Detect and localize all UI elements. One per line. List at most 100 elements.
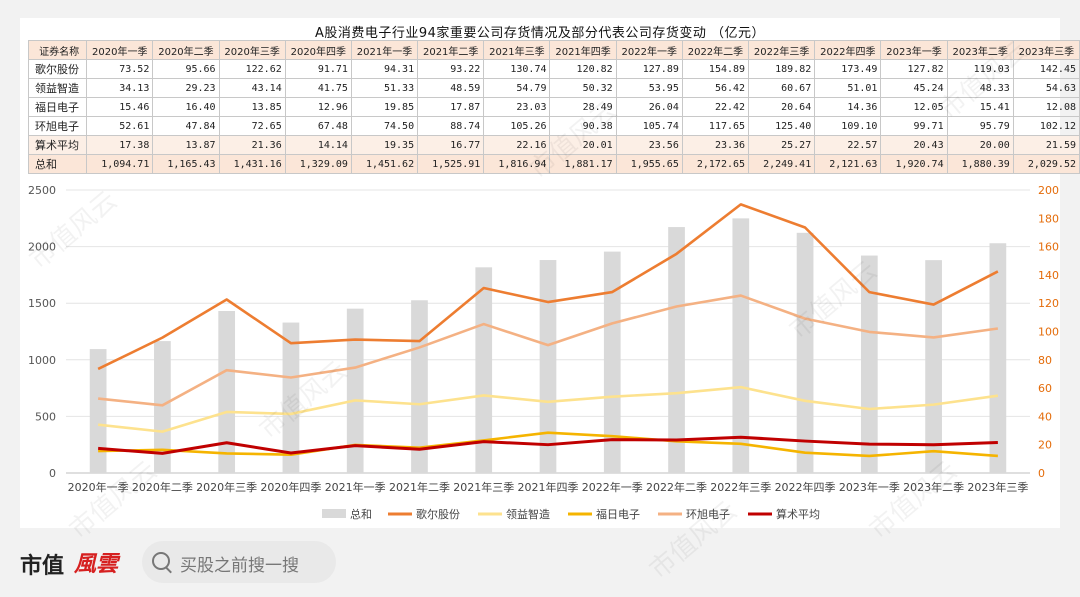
- table-row-label: 福日电子: [27, 97, 88, 117]
- table-header-cell: 2021年三季: [483, 40, 551, 60]
- table-cell: 1,880.39: [946, 154, 1014, 174]
- table-row-label: 歌尔股份: [27, 59, 88, 79]
- table-header-cell: 2022年四季: [814, 40, 882, 60]
- bar: [411, 300, 428, 473]
- table-cell: 23.36: [681, 135, 750, 155]
- bar: [218, 310, 236, 473]
- table-row-label: 领益智造: [27, 78, 88, 98]
- y-right-tick-label: 20: [1038, 439, 1052, 452]
- table-header-cell: 2020年四季: [284, 40, 352, 60]
- table-header-cell: 2022年三季: [748, 40, 816, 60]
- table-header-row: 证券名称 2020年一季 2020年二季 2020年三季 2020年四季 2021年一季 2…: [27, 40, 1080, 60]
- table-cell: 2,172.65: [681, 154, 750, 174]
- table-header-label: 证券名称: [27, 40, 88, 60]
- y-right-tick-label: 180: [1038, 212, 1059, 225]
- legend-swatch: [322, 509, 346, 518]
- x-tick-label: 2020年三季: [196, 480, 257, 494]
- series-line: [97, 203, 999, 371]
- x-tick-label: 2020年四季: [260, 480, 321, 494]
- table-cell: 20.01: [549, 135, 617, 155]
- series-line: [98, 431, 998, 458]
- bar: [475, 267, 493, 473]
- table-header-cell: 2020年二季: [152, 40, 220, 60]
- bar: [989, 243, 1007, 473]
- x-tick-label: 2021年一季: [325, 480, 386, 494]
- y-left-tick-label: 500: [35, 410, 56, 423]
- y-left-tick-label: 0: [49, 467, 56, 480]
- chart-title: A股消费电子行业94家重要公司存货情况及部分代表公司存货变动 （亿元）: [314, 26, 766, 41]
- search-icon[interactable]: [152, 552, 170, 570]
- table-row-label: 环旭电子: [27, 116, 88, 136]
- y-left-tick-label: 2500: [28, 184, 56, 197]
- table-row: 环旭电子 52.61 47.84 72.65 67.48 74.50 88.74 105.26…: [27, 116, 1080, 136]
- x-tick-label: 2023年一季: [839, 480, 900, 494]
- y-right-tick-label: 100: [1038, 326, 1059, 339]
- table-header-cell: 2020年三季: [218, 40, 286, 60]
- bar: [154, 341, 171, 473]
- x-tick-label: 2020年一季: [68, 480, 129, 494]
- table-row: 福日电子 15.46 16.40 13.85 12.96 19.85 17.87 23.03 2…: [27, 97, 1080, 117]
- table-cell: 19.35: [350, 135, 419, 155]
- y-right-tick-label: 0: [1038, 467, 1045, 480]
- table-row: 总和 1,094.71 1,165.43 1,431.16 1,329.09 1,451.…: [27, 154, 1080, 174]
- legend-label: 歌尔股份: [416, 507, 460, 521]
- y-right-tick-label: 160: [1038, 241, 1059, 254]
- table-cell: 1,816.94: [483, 154, 551, 174]
- table-cell: 1,881.17: [549, 154, 617, 174]
- table-row: 歌尔股份 73.52 95.66 122.62 91.71 94.31 93.22 130.7…: [27, 59, 1080, 79]
- y-right-tick-label: 80: [1038, 354, 1052, 367]
- x-tick-label: 2022年三季: [710, 480, 771, 494]
- table-cell: 1,094.71: [86, 154, 154, 174]
- bar: [89, 349, 107, 473]
- bar: [668, 227, 685, 473]
- bar: [282, 322, 300, 473]
- table-cell: 2,029.52: [1012, 154, 1080, 174]
- x-tick-label: 2022年一季: [582, 480, 643, 494]
- table-cell: 20.00: [946, 135, 1014, 155]
- series-line: [98, 435, 998, 455]
- x-tick-label: 2022年二季: [646, 480, 707, 494]
- x-tick-label: 2021年二季: [389, 480, 450, 494]
- y-right-tick-label: 200: [1038, 184, 1059, 197]
- table-cell: 13.87: [152, 135, 220, 155]
- legend-label: 福日电子: [596, 507, 640, 521]
- table-header-cell: 2022年二季: [681, 40, 750, 60]
- bar: [796, 232, 814, 473]
- legend-label: 环旭电子: [686, 507, 730, 521]
- x-tick-label: 2023年二季: [903, 480, 964, 494]
- search-placeholder[interactable]: 买股之前搜一搜: [180, 556, 299, 576]
- y-right-tick-label: 120: [1038, 297, 1059, 310]
- bar: [925, 260, 942, 473]
- table-row-label: 总和: [27, 154, 88, 174]
- combo-chart: 0 500 1000 1500 2000 2500 0 20 40 60 80 100 120 140 16…: [28, 184, 1059, 521]
- bar: [539, 260, 557, 473]
- y-left-tick-label: 1000: [28, 354, 56, 367]
- table-cell: 22.16: [483, 135, 551, 155]
- bar: [346, 308, 364, 473]
- y-left-tick-label: 1500: [28, 297, 56, 310]
- table-header-cell: 2020年一季: [86, 40, 154, 60]
- x-tick-label: 2021年四季: [518, 480, 579, 494]
- y-right-tick-label: 60: [1038, 382, 1052, 395]
- table-header-cell: 2023年三季: [1012, 40, 1080, 60]
- series-line: [97, 385, 999, 433]
- bar: [860, 255, 878, 473]
- legend-label: 算术平均: [776, 507, 820, 521]
- x-tick-label: 2021年三季: [453, 480, 514, 494]
- table-cell: 1,955.65: [615, 154, 683, 174]
- bar: [603, 251, 621, 473]
- table-cell: 1,431.16: [218, 154, 286, 174]
- table-cell: 22.57: [814, 135, 882, 155]
- table-cell: 1,165.43: [152, 154, 220, 174]
- table-cell: 1,329.09: [284, 154, 352, 174]
- table-row-label: 算术平均: [27, 135, 88, 155]
- brand-logo-script: 風雲: [74, 552, 119, 577]
- x-tick-label: 2020年二季: [132, 480, 193, 494]
- x-tick-label: 2023年三季: [967, 480, 1028, 494]
- table-cell: 16.77: [417, 135, 485, 155]
- table-cell: 20.43: [880, 135, 948, 155]
- x-tick-label: 2022年四季: [775, 480, 836, 494]
- search-bar[interactable]: [142, 541, 336, 583]
- series-line: [97, 294, 999, 407]
- table-header-cell: 2021年一季: [350, 40, 419, 60]
